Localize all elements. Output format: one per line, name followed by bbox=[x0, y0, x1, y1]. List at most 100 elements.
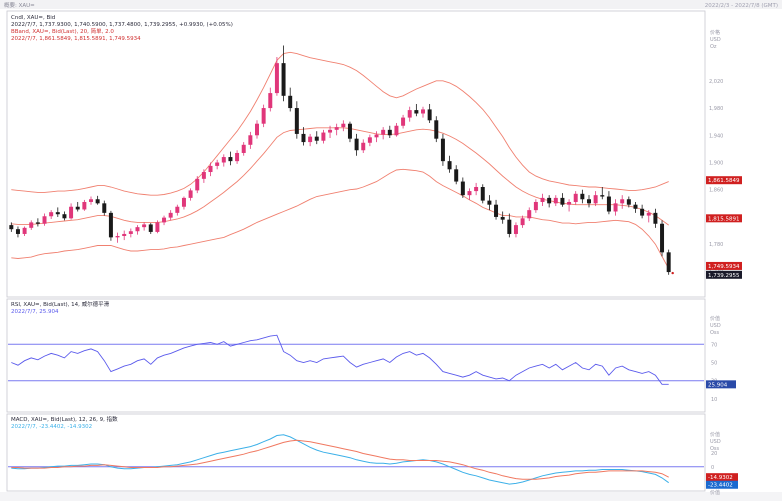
rsi-badge-bg bbox=[706, 380, 736, 389]
window-title: 概要: XAU= bbox=[4, 1, 35, 9]
candle-body bbox=[108, 212, 113, 238]
candle-body bbox=[308, 136, 313, 143]
candle-body bbox=[122, 233, 127, 236]
candle-body bbox=[593, 195, 598, 204]
candle-body bbox=[142, 224, 147, 228]
candle-body bbox=[29, 222, 34, 228]
macd-header-line1: MACD, XAU=, Bid(Last), 12, 26, 9, 指数 bbox=[11, 415, 118, 423]
candle-body bbox=[188, 190, 193, 198]
candle-body bbox=[401, 117, 406, 126]
candle-body bbox=[281, 63, 286, 96]
candle-body bbox=[533, 201, 538, 211]
candle-body bbox=[606, 196, 611, 212]
price-header-line1: Cndl, XAU=, Bid bbox=[11, 15, 55, 21]
candle-body bbox=[175, 206, 180, 213]
candle-body bbox=[361, 142, 366, 151]
candle-body bbox=[666, 252, 671, 273]
macd-tick-label: 0 bbox=[711, 465, 714, 471]
tag-bband-mid: 1,815.5891 bbox=[708, 216, 740, 222]
price-tick-label: 1,900 bbox=[709, 161, 723, 167]
candle-body bbox=[248, 135, 253, 145]
macd-badge-signal-bg bbox=[706, 473, 738, 482]
window-title-bar bbox=[0, 0, 782, 9]
candle-body bbox=[301, 133, 306, 143]
macd-bottom-label: 价值 bbox=[710, 489, 720, 496]
candle-body bbox=[500, 216, 505, 220]
candle-body bbox=[42, 216, 47, 224]
macd-panel bbox=[6, 413, 706, 492]
tag-bband-lower: 1,749.5934 bbox=[708, 264, 740, 270]
candle-body bbox=[527, 210, 532, 219]
candle-body bbox=[573, 193, 578, 202]
price-header-line2: 2022/7/7, 1,737.9300, 1,740.5900, 1,737.… bbox=[11, 22, 233, 28]
macd-unit-1: 价值 bbox=[710, 431, 720, 438]
candle-body bbox=[480, 187, 485, 201]
candle-body bbox=[22, 227, 27, 234]
candle-body bbox=[89, 199, 93, 202]
candle-body bbox=[75, 206, 80, 210]
date-range: 2022/2/3 - 2022/7/8 (GMT) bbox=[705, 3, 778, 9]
price-header-line3: BBand, XAU=, Bid(Last), 20, 简单, 2.0 bbox=[11, 27, 114, 35]
candle-body bbox=[646, 212, 651, 216]
candle-body bbox=[633, 204, 638, 209]
tag-last-price-bg bbox=[706, 270, 742, 279]
candle-body bbox=[427, 109, 432, 121]
macd-badge-signal: -14.9302 bbox=[708, 475, 733, 481]
candle-body bbox=[454, 169, 459, 182]
candle-body bbox=[69, 206, 74, 219]
candle-body bbox=[328, 129, 333, 133]
candle-body bbox=[620, 199, 625, 204]
tag-bband-upper: 1,861.5849 bbox=[708, 178, 740, 184]
macd-badge-main-bg bbox=[706, 480, 738, 489]
bband-lower-line bbox=[11, 168, 670, 269]
candle-body bbox=[440, 138, 445, 162]
candle-body bbox=[268, 93, 273, 109]
candle-body bbox=[235, 152, 240, 162]
candle-body bbox=[274, 63, 279, 94]
candle-body bbox=[168, 212, 173, 218]
candle-body bbox=[660, 223, 665, 253]
candle-body bbox=[507, 219, 512, 234]
rsi-header-line2: 2022/7/7, 25.904 bbox=[11, 309, 59, 315]
candle-body bbox=[354, 138, 359, 151]
candle-body bbox=[215, 162, 220, 166]
price-tick-label: 1,980 bbox=[709, 106, 723, 112]
rsi-panel bbox=[6, 298, 706, 413]
rsi-unit-3: Oss bbox=[710, 330, 720, 336]
last-price-marker bbox=[671, 271, 674, 275]
candle-body bbox=[208, 165, 213, 173]
candle-body bbox=[460, 181, 465, 196]
macd-main-line bbox=[11, 434, 669, 485]
candle-body bbox=[294, 108, 299, 134]
candle-body bbox=[347, 123, 352, 139]
macd-unit-3: Oss bbox=[710, 446, 720, 452]
candle-body bbox=[560, 197, 565, 205]
candle-body bbox=[414, 110, 419, 114]
macd-tick-label: 20 bbox=[711, 451, 717, 457]
candle-body bbox=[547, 197, 552, 204]
candle-body bbox=[49, 212, 54, 217]
time-axis bbox=[0, 492, 782, 501]
candle-body bbox=[55, 212, 60, 215]
candle-body bbox=[15, 229, 20, 234]
bband-upper-line bbox=[11, 51, 669, 196]
candle-body bbox=[513, 225, 518, 234]
candle-body bbox=[421, 109, 425, 114]
rsi-tick-label: 10 bbox=[711, 397, 717, 403]
candle-body bbox=[613, 203, 618, 212]
candle-body bbox=[567, 201, 572, 205]
rsi-header-line1: RSI, XAU=, Bid(Last), 14, 威尔德平滑 bbox=[11, 300, 110, 308]
candle-body bbox=[394, 125, 399, 136]
candle-body bbox=[162, 217, 167, 223]
candle-body bbox=[181, 197, 186, 207]
rsi-unit-1: 价值 bbox=[710, 315, 720, 322]
candle-body bbox=[474, 187, 479, 192]
candle-body bbox=[407, 110, 412, 118]
candle-body bbox=[626, 199, 631, 205]
rsi-unit-2: USD bbox=[710, 323, 721, 329]
bband-mid-line bbox=[11, 127, 669, 226]
candle-body bbox=[221, 157, 226, 163]
candle-body bbox=[367, 137, 372, 143]
